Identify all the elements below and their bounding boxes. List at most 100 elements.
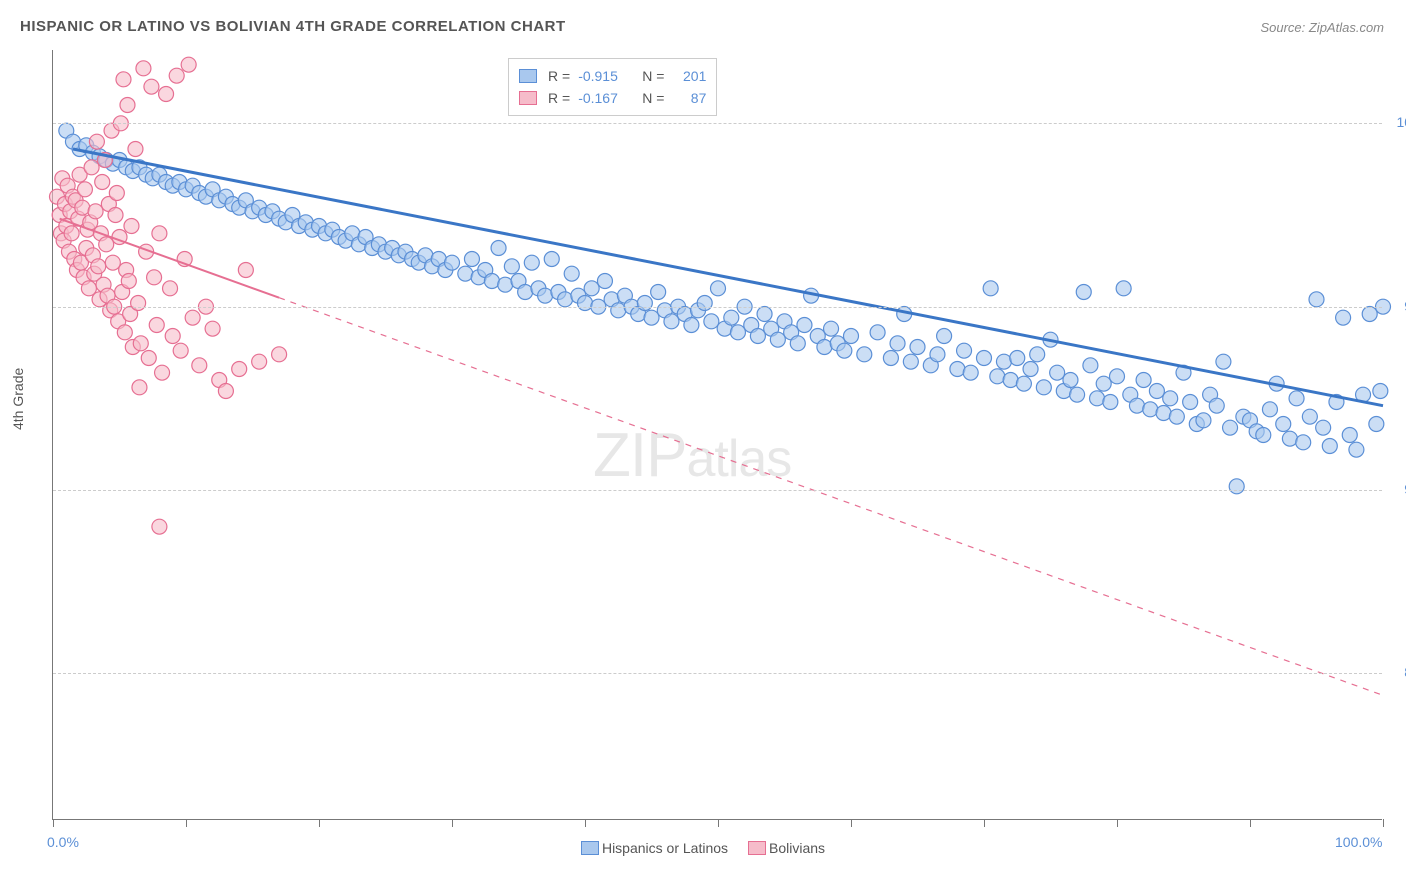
- scatter-point-hispanic: [883, 351, 898, 366]
- legend-n-label: N =: [642, 87, 664, 109]
- scatter-point-hispanic: [1103, 395, 1118, 410]
- scatter-point-hispanic: [1063, 373, 1078, 388]
- scatter-point-hispanic: [1349, 442, 1364, 457]
- scatter-point-bolivian: [88, 204, 103, 219]
- trend-line-hispanic: [73, 149, 1383, 406]
- scatter-point-bolivian: [75, 200, 90, 215]
- scatter-point-hispanic: [937, 329, 952, 344]
- x-tick: [319, 819, 320, 827]
- scatter-point-hispanic: [990, 369, 1005, 384]
- scatter-point-hispanic: [1216, 354, 1231, 369]
- x-tick: [1250, 819, 1251, 827]
- scatter-point-hispanic: [684, 318, 699, 333]
- scatter-point-hispanic: [1110, 369, 1125, 384]
- scatter-point-hispanic: [584, 281, 599, 296]
- chart-svg: [53, 50, 1382, 819]
- x-tick: [53, 819, 54, 827]
- x-tick: [851, 819, 852, 827]
- scatter-point-bolivian: [116, 72, 131, 87]
- scatter-point-hispanic: [1050, 365, 1065, 380]
- scatter-point-hispanic: [996, 354, 1011, 369]
- scatter-point-hispanic: [770, 332, 785, 347]
- scatter-point-hispanic: [1070, 387, 1085, 402]
- scatter-point-hispanic: [1209, 398, 1224, 413]
- scatter-point-bolivian: [84, 160, 99, 175]
- scatter-point-bolivian: [181, 57, 196, 72]
- scatter-point-bolivian: [192, 358, 207, 373]
- scatter-point-hispanic: [1316, 420, 1331, 435]
- scatter-point-hispanic: [538, 288, 553, 303]
- scatter-point-bolivian: [95, 175, 110, 190]
- scatter-point-bolivian: [89, 134, 104, 149]
- scatter-point-hispanic: [1322, 439, 1337, 454]
- scatter-point-hispanic: [1362, 307, 1377, 322]
- legend-r-value: -0.167: [578, 87, 634, 109]
- legend-r-label: R =: [548, 87, 570, 109]
- x-tick: [984, 819, 985, 827]
- scatter-point-hispanic: [1163, 391, 1178, 406]
- scatter-point-hispanic: [1030, 347, 1045, 362]
- scatter-point-bolivian: [159, 87, 174, 102]
- y-tick-label: 100.0%: [1397, 114, 1406, 130]
- x-tick: [186, 819, 187, 827]
- legend-n-value: 87: [672, 87, 706, 109]
- legend-r-value: -0.915: [578, 65, 634, 87]
- scatter-point-hispanic: [1342, 428, 1357, 443]
- chart-title: HISPANIC OR LATINO VS BOLIVIAN 4TH GRADE…: [20, 18, 566, 35]
- scatter-point-hispanic: [711, 281, 726, 296]
- scatter-point-bolivian: [185, 310, 200, 325]
- scatter-point-hispanic: [903, 354, 918, 369]
- scatter-point-hispanic: [1023, 362, 1038, 377]
- scatter-point-bolivian: [108, 208, 123, 223]
- scatter-point-hispanic: [664, 314, 679, 329]
- scatter-point-hispanic: [1136, 373, 1151, 388]
- legend-swatch-icon: [581, 841, 599, 855]
- gridline-h: [53, 307, 1382, 308]
- x-tick: [718, 819, 719, 827]
- scatter-point-hispanic: [518, 285, 533, 300]
- scatter-point-bolivian: [152, 519, 167, 534]
- scatter-point-hispanic: [1229, 479, 1244, 494]
- legend-n-value: 201: [672, 65, 706, 87]
- scatter-point-hispanic: [1143, 402, 1158, 417]
- scatter-point-hispanic: [837, 343, 852, 358]
- scatter-point-hispanic: [1369, 417, 1384, 432]
- scatter-point-hispanic: [750, 329, 765, 344]
- scatter-point-hispanic: [957, 343, 972, 358]
- scatter-point-hispanic: [910, 340, 925, 355]
- x-tick: [1117, 819, 1118, 827]
- scatter-point-bolivian: [124, 219, 139, 234]
- scatter-point-hispanic: [1010, 351, 1025, 366]
- scatter-point-hispanic: [504, 259, 519, 274]
- scatter-point-hispanic: [484, 274, 499, 289]
- scatter-point-hispanic: [564, 266, 579, 281]
- scatter-point-bolivian: [165, 329, 180, 344]
- scatter-point-hispanic: [870, 325, 885, 340]
- x-tick: [1383, 819, 1384, 827]
- scatter-point-hispanic: [950, 362, 965, 377]
- scatter-point-hispanic: [458, 266, 473, 281]
- legend-stats: R =-0.915N =201R =-0.167N =87: [508, 58, 717, 116]
- scatter-point-hispanic: [1196, 413, 1211, 428]
- scatter-point-bolivian: [218, 384, 233, 399]
- scatter-point-hispanic: [544, 252, 559, 267]
- scatter-point-bolivian: [131, 296, 146, 311]
- scatter-point-hispanic: [1090, 391, 1105, 406]
- scatter-point-hispanic: [651, 285, 666, 300]
- scatter-point-bolivian: [120, 98, 135, 113]
- scatter-point-bolivian: [163, 281, 178, 296]
- scatter-point-hispanic: [1296, 435, 1311, 450]
- scatter-point-hispanic: [1116, 281, 1131, 296]
- scatter-point-hispanic: [977, 351, 992, 366]
- scatter-point-hispanic: [1183, 395, 1198, 410]
- scatter-point-bolivian: [128, 142, 143, 157]
- scatter-point-hispanic: [1016, 376, 1031, 391]
- x-tick: [452, 819, 453, 827]
- scatter-point-bolivian: [64, 226, 79, 241]
- scatter-point-bolivian: [132, 380, 147, 395]
- scatter-point-hispanic: [757, 307, 772, 322]
- scatter-point-bolivian: [252, 354, 267, 369]
- gridline-h: [53, 123, 1382, 124]
- scatter-point-hispanic: [558, 292, 573, 307]
- scatter-point-hispanic: [644, 310, 659, 325]
